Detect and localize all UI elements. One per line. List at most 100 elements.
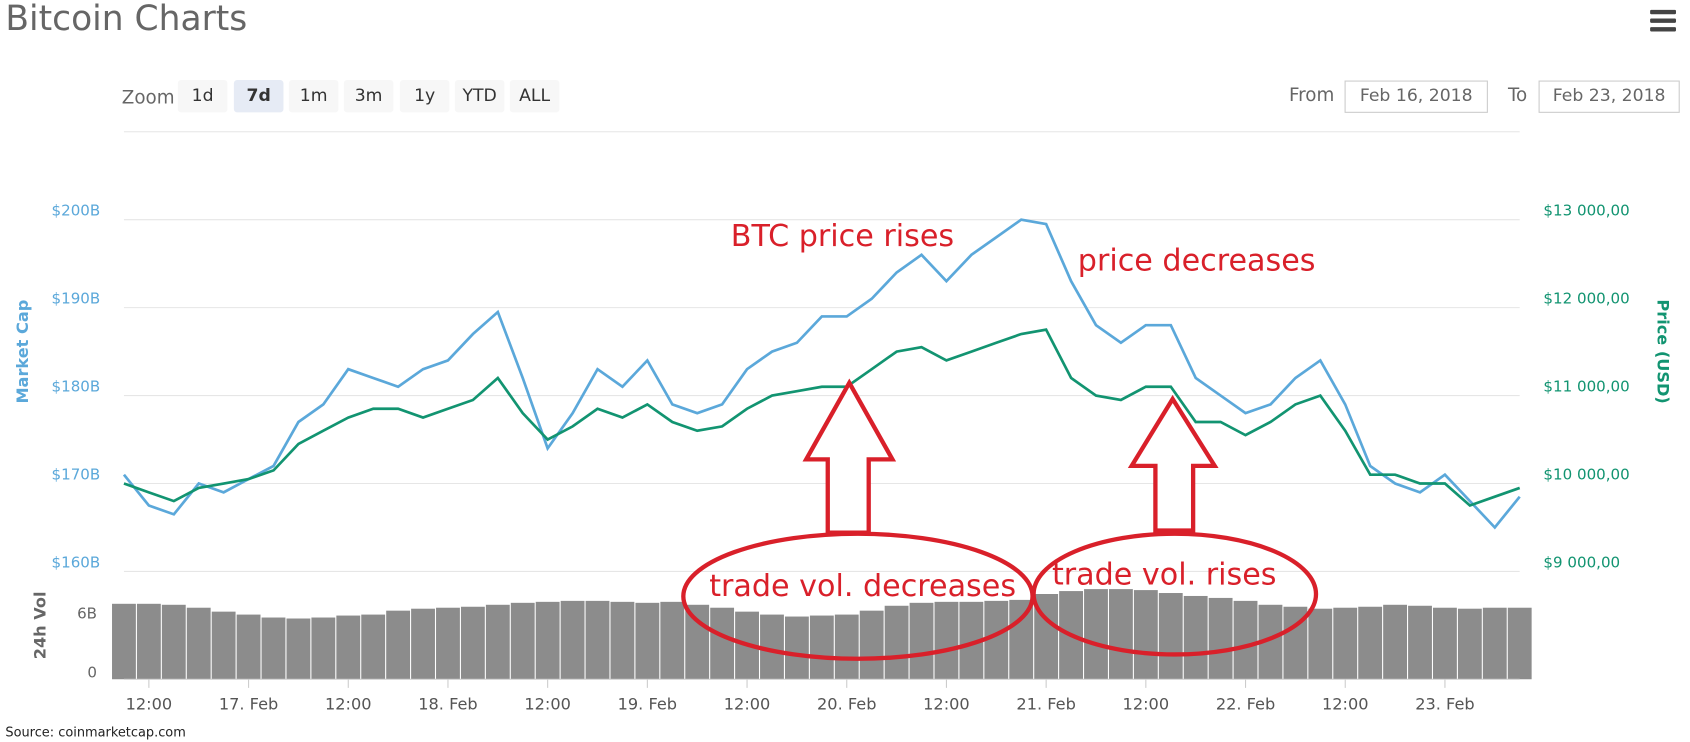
volume-bar bbox=[336, 615, 361, 680]
y-axis-title: Market Cap bbox=[13, 300, 32, 404]
volume-bar bbox=[1183, 595, 1208, 680]
volume-bar bbox=[1108, 589, 1133, 680]
y-tick-label: $160B bbox=[52, 553, 101, 571]
annotation: price decreases bbox=[1078, 244, 1316, 279]
from-value: Feb 16, 2018 bbox=[1360, 86, 1473, 106]
y-tick-label: 0 bbox=[87, 663, 97, 681]
volume-bar bbox=[1133, 590, 1158, 680]
x-tick-label: 22. Feb bbox=[1216, 695, 1275, 714]
volume-bar bbox=[1507, 607, 1532, 680]
y-tick-label: $170B bbox=[52, 465, 101, 483]
volume-bar bbox=[460, 606, 485, 680]
zoom-label: Zoom bbox=[122, 87, 175, 108]
x-tick-label: 12:00 bbox=[1123, 695, 1170, 714]
y-axis-title: 24h Vol bbox=[30, 591, 49, 659]
y-tick-label: 6B bbox=[77, 604, 97, 622]
volume-bar bbox=[1383, 604, 1408, 680]
x-tick-label: 12:00 bbox=[1322, 695, 1369, 714]
annotation: trade vol. decreases bbox=[709, 569, 1016, 604]
button-bg bbox=[399, 79, 450, 113]
button-bg bbox=[233, 79, 284, 113]
button-bg bbox=[454, 79, 505, 113]
volume-bar bbox=[660, 601, 685, 680]
zoom-button[interactable]: 3m bbox=[343, 79, 394, 113]
volume-bar bbox=[1433, 607, 1457, 680]
volume-bar bbox=[1482, 607, 1507, 680]
zoom-button[interactable]: 1d bbox=[177, 79, 228, 113]
to-label: To bbox=[1507, 85, 1527, 106]
arrow bbox=[1127, 394, 1219, 533]
volume-bar bbox=[959, 601, 984, 680]
button-bg bbox=[288, 79, 339, 113]
x-tick-label: 20. Feb bbox=[817, 695, 876, 714]
volume-bar bbox=[411, 608, 435, 680]
volume-bar bbox=[1158, 593, 1183, 680]
volume-bar bbox=[1408, 605, 1432, 680]
x-tick-label: 12:00 bbox=[126, 695, 173, 714]
zoom-button[interactable]: 1y bbox=[399, 79, 450, 113]
y2-tick-label: $10 000,00 bbox=[1543, 465, 1629, 483]
to-value: Feb 23, 2018 bbox=[1553, 86, 1666, 106]
volume-bar bbox=[560, 600, 585, 680]
menu-icon[interactable] bbox=[1650, 9, 1676, 32]
button-label: 1d bbox=[192, 86, 214, 106]
button-label: ALL bbox=[519, 86, 550, 106]
annotation-shapes bbox=[681, 378, 1319, 661]
volume-bar bbox=[984, 600, 1009, 680]
zoom-button[interactable]: ALL bbox=[509, 79, 560, 113]
x-tick-label: 17. Feb bbox=[219, 695, 278, 714]
button-bg bbox=[509, 79, 560, 113]
volume-bar bbox=[436, 607, 460, 680]
volume-bar bbox=[834, 614, 859, 680]
button-bg bbox=[177, 79, 228, 113]
volume-bar bbox=[485, 604, 510, 680]
volume-bar bbox=[635, 602, 660, 680]
y2-tick-label: $12 000,00 bbox=[1543, 290, 1629, 308]
x-tick-label: 12:00 bbox=[923, 695, 970, 714]
volume-bar bbox=[112, 603, 136, 680]
volume-bar bbox=[1333, 607, 1358, 680]
volume-bar bbox=[361, 614, 386, 680]
x-tick-label: 23. Feb bbox=[1415, 695, 1474, 714]
volume-bar bbox=[1457, 608, 1482, 680]
volume-bar bbox=[261, 617, 286, 680]
volume-bar bbox=[535, 601, 560, 680]
volume-bar bbox=[760, 614, 784, 680]
volume-bar bbox=[1308, 608, 1333, 680]
zoom-button[interactable]: 7d bbox=[233, 79, 284, 113]
zoom-button[interactable]: YTD bbox=[454, 79, 505, 113]
volume-bar bbox=[1358, 606, 1383, 680]
x-tick-label: 12:00 bbox=[325, 695, 372, 714]
page-title: Bitcoin Charts bbox=[5, 0, 247, 39]
button-bg bbox=[343, 79, 394, 113]
volume-bar bbox=[186, 607, 211, 680]
volume-bar bbox=[1233, 600, 1258, 680]
volume-bar bbox=[884, 605, 909, 680]
button-label: 1y bbox=[414, 86, 435, 106]
volume-bar bbox=[1208, 597, 1233, 680]
from-label: From bbox=[1289, 85, 1334, 106]
volume-bar bbox=[236, 614, 261, 680]
volume-bar bbox=[1283, 606, 1308, 680]
volume-bar bbox=[386, 610, 411, 680]
volume-bar bbox=[1084, 589, 1108, 680]
x-tick-label: 21. Feb bbox=[1016, 695, 1075, 714]
y2-tick-label: $11 000,00 bbox=[1543, 377, 1629, 395]
x-tick-label: 12:00 bbox=[524, 695, 571, 714]
zoom-button[interactable]: 1m bbox=[288, 79, 339, 113]
y2-axis-title: Price (USD) bbox=[1653, 299, 1672, 403]
volume-bar bbox=[710, 607, 735, 680]
volume-bar bbox=[859, 610, 884, 680]
line-series bbox=[122, 218, 1521, 530]
volume-bar bbox=[1009, 599, 1034, 680]
from-input[interactable] bbox=[1344, 80, 1488, 113]
to-input[interactable] bbox=[1538, 80, 1680, 113]
volume-bar bbox=[784, 616, 809, 680]
volume-bar bbox=[585, 600, 610, 680]
source: Source: coinmarketcap.com bbox=[5, 726, 185, 741]
button-label: 3m bbox=[355, 86, 383, 106]
button-label: YTD bbox=[461, 86, 496, 106]
volume-bar bbox=[286, 618, 311, 680]
ellipse bbox=[1031, 531, 1319, 657]
volume-bar bbox=[809, 615, 834, 680]
